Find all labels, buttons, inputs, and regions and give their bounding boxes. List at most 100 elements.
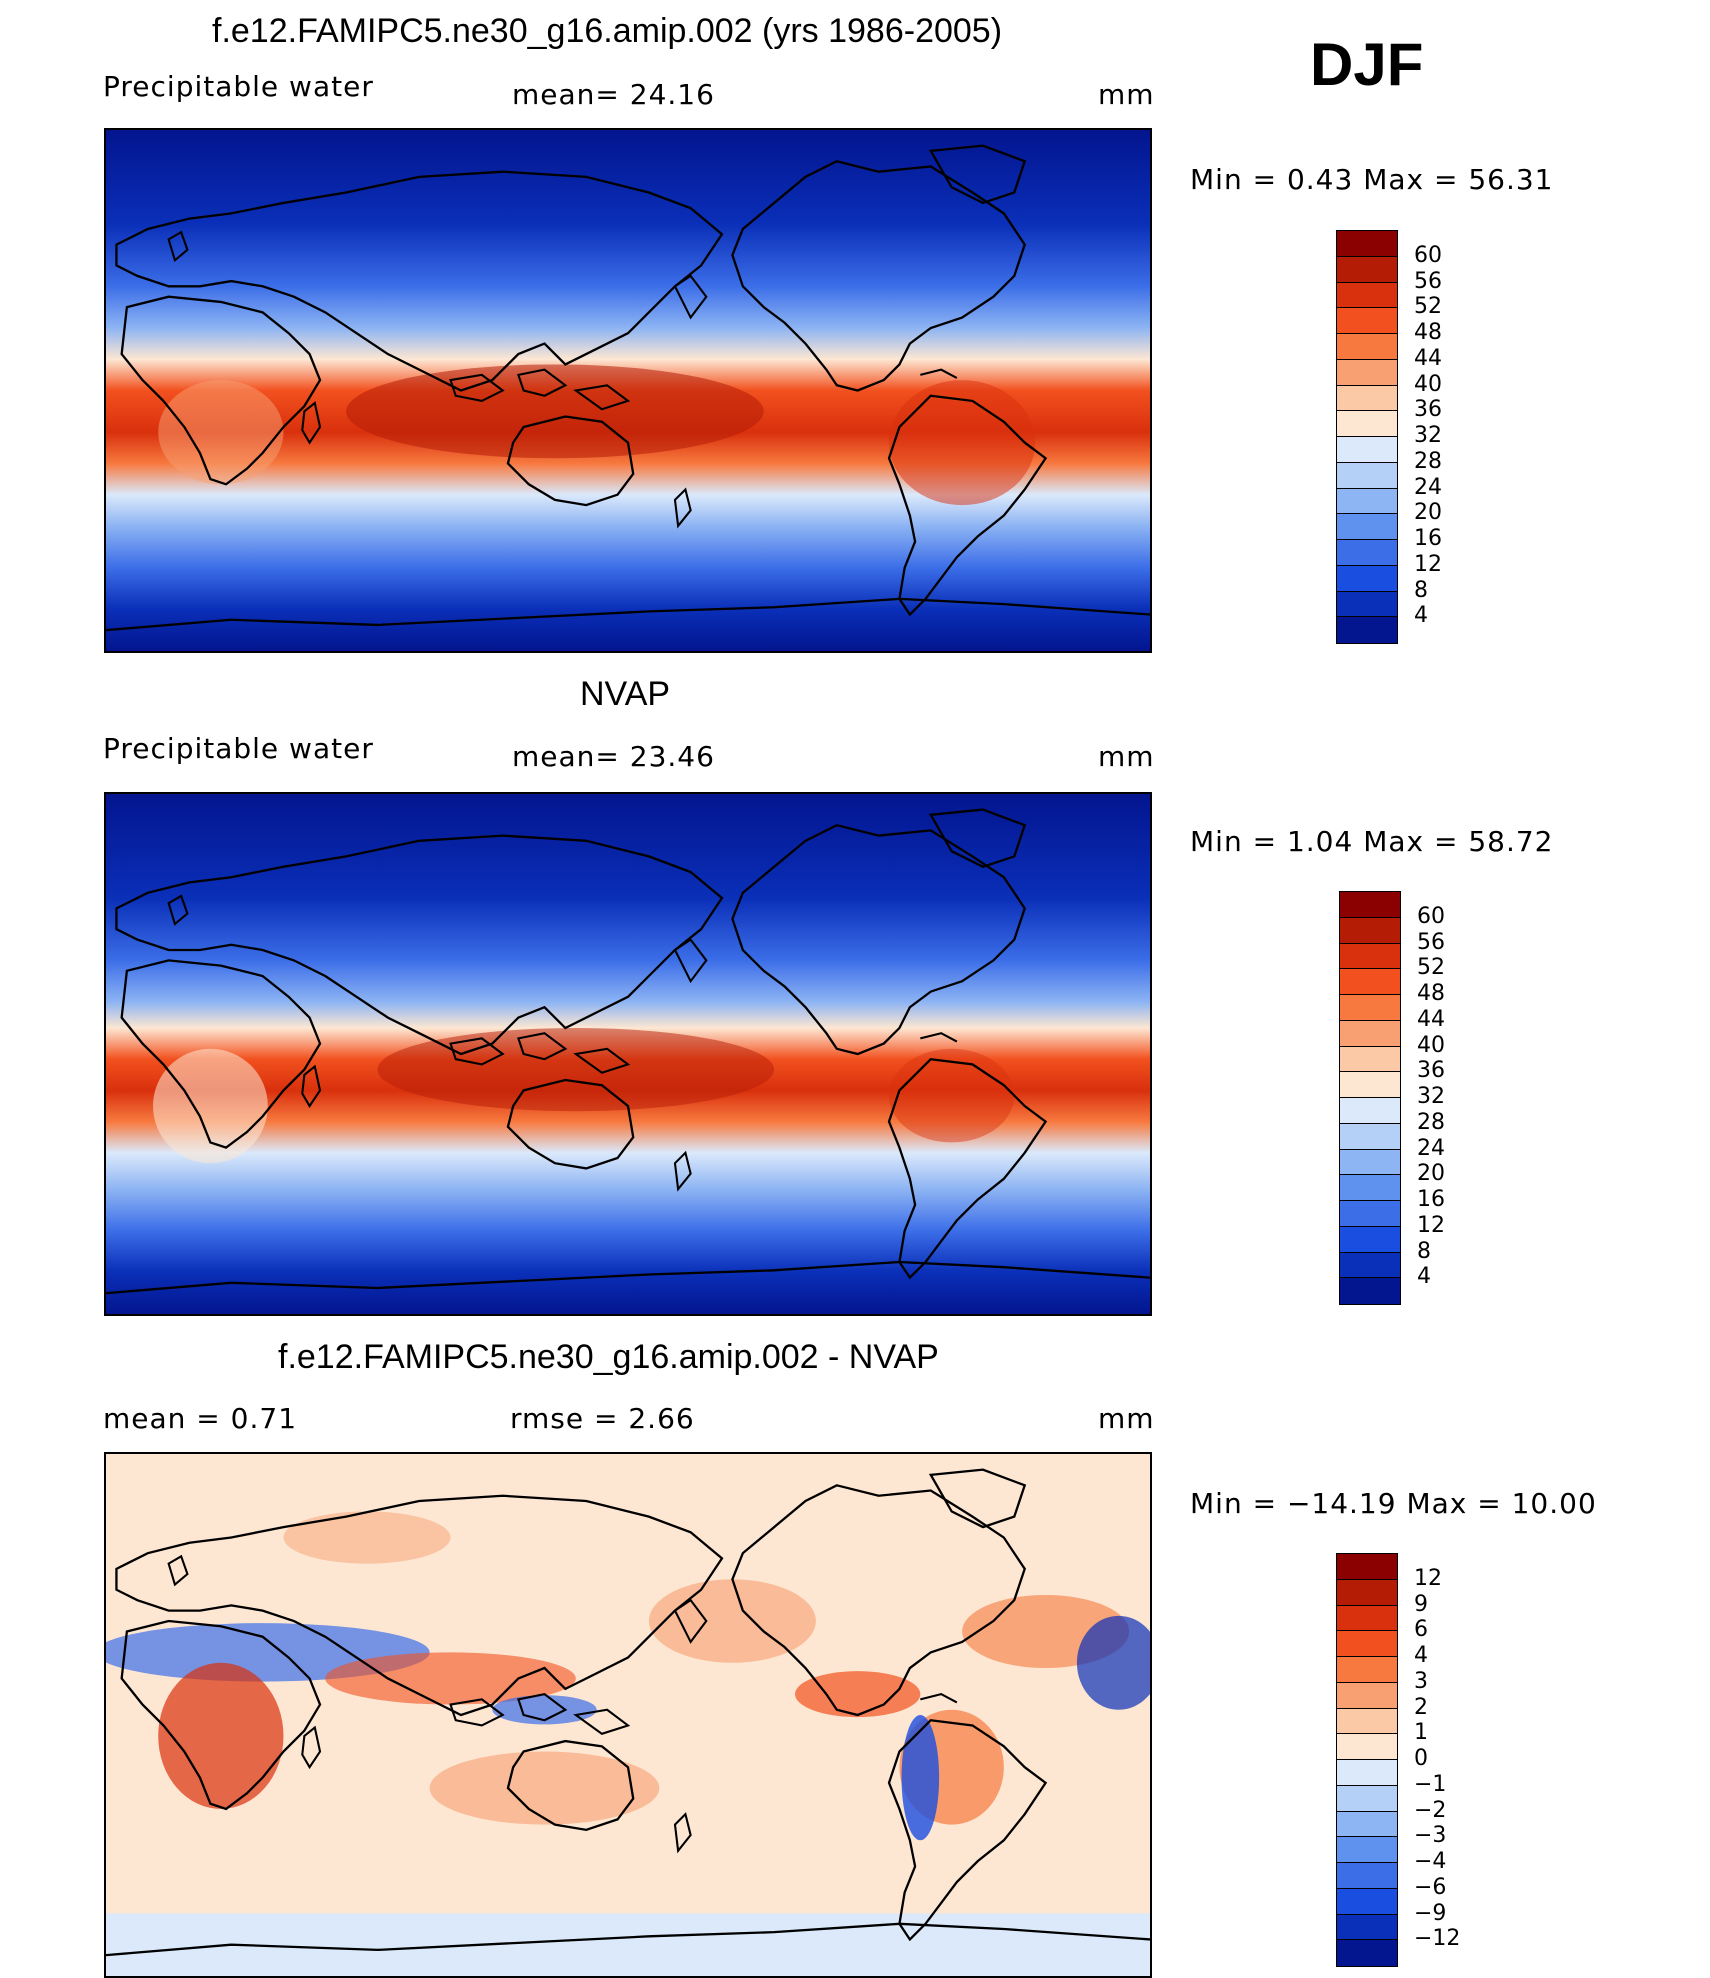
colorbar-obs	[1339, 891, 1401, 1305]
colorbar-swatch	[1340, 1252, 1400, 1279]
colorbar-swatch	[1340, 1020, 1400, 1047]
colorbar-tick-label: −2	[1414, 1797, 1447, 1823]
colorbar-tick-label: −6	[1414, 1874, 1447, 1900]
colorbar-tick-label: 6	[1414, 1617, 1428, 1643]
colorbar-tick-label: 56	[1417, 929, 1445, 955]
panel-units-label: mm	[1098, 78, 1155, 111]
colorbar-tick-label: 40	[1417, 1032, 1445, 1058]
panel-variable-label: Precipitable water	[103, 732, 374, 765]
colorbar-tick-label: 12	[1417, 1212, 1445, 1238]
colorbar-swatch	[1337, 1863, 1397, 1889]
colorbar-tick-label: −12	[1414, 1926, 1461, 1952]
colorbar-tick-label: 3	[1414, 1668, 1428, 1694]
colorbar-swatch	[1337, 488, 1397, 515]
panel-minmax-label: Min = 0.43 Max = 56.31	[1190, 163, 1554, 196]
panel-mean-label: mean= 23.46	[512, 740, 715, 773]
panel-mean-label: mean= 24.16	[512, 78, 715, 111]
colorbar-swatch	[1337, 1914, 1397, 1941]
colorbar-tick-label: 28	[1414, 448, 1442, 474]
colorbar-tick-label: 28	[1417, 1109, 1445, 1135]
colorbar-tick-label: 20	[1417, 1161, 1445, 1187]
colorbar-tick-label: 9	[1414, 1591, 1428, 1617]
panel-title: f.e12.FAMIPC5.ne30_g16.amip.002 (yrs 198…	[212, 12, 1003, 50]
colorbar-swatch	[1337, 334, 1397, 360]
colorbar-tick-label: 36	[1417, 1058, 1445, 1084]
colorbar-swatch	[1340, 995, 1400, 1021]
colorbar-swatch	[1340, 1278, 1400, 1304]
colorbar-tick-label: 4	[1417, 1264, 1431, 1290]
colorbar-swatch	[1337, 308, 1397, 334]
map-model-precipitable-water	[104, 128, 1152, 653]
panel-mean-label: mean = 0.71	[103, 1402, 298, 1435]
colorbar-tick-label: 40	[1414, 371, 1442, 397]
colorbar-swatch	[1337, 462, 1397, 489]
colorbar-swatch	[1337, 1785, 1397, 1812]
colorbar-swatch	[1337, 359, 1397, 386]
colorbar-tick-label: 44	[1414, 345, 1442, 371]
colorbar-tick-label: 36	[1414, 397, 1442, 423]
colorbar-tick-label: 60	[1417, 903, 1445, 929]
colorbar-swatch	[1337, 411, 1397, 437]
colorbar-tick-label: 8	[1417, 1238, 1431, 1264]
colorbar-tick-label: 24	[1414, 474, 1442, 500]
colorbar-swatch	[1337, 256, 1397, 283]
colorbar-tick-label: 4	[1414, 1643, 1428, 1668]
colorbar-tick-label: 32	[1417, 1084, 1445, 1109]
colorbar-model	[1336, 230, 1398, 644]
colorbar-tick-label: 20	[1414, 500, 1442, 526]
colorbar-swatch	[1337, 1631, 1397, 1657]
colorbar-swatch	[1337, 231, 1397, 257]
colorbar-swatch	[1340, 1201, 1400, 1227]
colorbar-tick-label: −1	[1414, 1771, 1447, 1797]
colorbar-tick-label: 12	[1414, 1565, 1442, 1591]
colorbar-swatch	[1340, 1046, 1400, 1073]
colorbar-swatch	[1337, 514, 1397, 540]
colorbar-swatch	[1340, 943, 1400, 970]
colorbar-swatch	[1340, 1175, 1400, 1201]
colorbar-swatch	[1337, 1579, 1397, 1606]
colorbar-tick-label: 0	[1414, 1746, 1428, 1771]
colorbar-swatch	[1337, 1760, 1397, 1786]
colorbar-tick-label: 44	[1417, 1006, 1445, 1032]
panel-variable-label: Precipitable water	[103, 70, 374, 103]
colorbar-swatch	[1337, 282, 1397, 309]
colorbar-swatch	[1340, 1123, 1400, 1150]
panel-title: NVAP	[580, 675, 671, 713]
colorbar-swatch	[1337, 617, 1397, 643]
colorbar-tick-label: 1	[1414, 1720, 1428, 1746]
colorbar-diff	[1336, 1553, 1398, 1967]
colorbar-swatch	[1337, 540, 1397, 566]
panel-title: f.e12.FAMIPC5.ne30_g16.amip.002 - NVAP	[278, 1338, 939, 1376]
colorbar-swatch	[1337, 1734, 1397, 1760]
colorbar-swatch	[1340, 917, 1400, 944]
colorbar-tick-label: 12	[1414, 551, 1442, 577]
colorbar-tick-label: −3	[1414, 1823, 1447, 1849]
map-difference	[104, 1452, 1152, 1978]
colorbar-swatch	[1340, 1226, 1400, 1253]
colorbar-swatch	[1337, 1708, 1397, 1735]
colorbar-swatch	[1337, 1554, 1397, 1580]
colorbar-tick-label: 32	[1414, 423, 1442, 448]
colorbar-tick-label: 48	[1417, 981, 1445, 1006]
panel-units-label: mm	[1098, 740, 1155, 773]
panel-minmax-label: Min = −14.19 Max = 10.00	[1190, 1487, 1597, 1520]
colorbar-tick-label: 16	[1417, 1187, 1445, 1212]
colorbar-tick-label: 2	[1414, 1694, 1428, 1720]
colorbar-swatch	[1337, 1837, 1397, 1863]
colorbar-tick-label: 8	[1414, 577, 1428, 603]
colorbar-swatch	[1337, 1811, 1397, 1838]
colorbar-tick-label: 52	[1417, 955, 1445, 981]
colorbar-swatch	[1340, 892, 1400, 918]
colorbar-tick-label: 56	[1414, 268, 1442, 294]
colorbar-swatch	[1340, 1098, 1400, 1124]
colorbar-swatch	[1337, 385, 1397, 412]
colorbar-tick-label: 24	[1417, 1135, 1445, 1161]
panel-units-label: mm	[1098, 1402, 1155, 1435]
colorbar-swatch	[1337, 1888, 1397, 1915]
colorbar-swatch	[1340, 1149, 1400, 1176]
colorbar-swatch	[1337, 1657, 1397, 1683]
colorbar-swatch	[1337, 437, 1397, 463]
colorbar-tick-label: 48	[1414, 320, 1442, 345]
map-nvap-precipitable-water	[104, 792, 1152, 1316]
colorbar-swatch	[1337, 1940, 1397, 1966]
